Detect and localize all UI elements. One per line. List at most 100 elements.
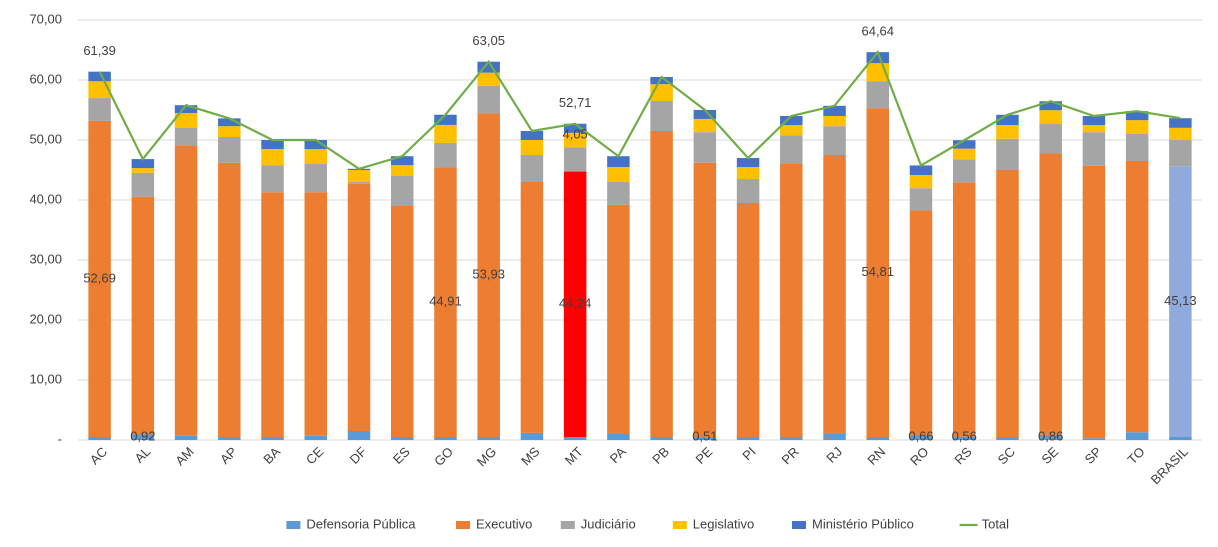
bar-segment: [780, 164, 803, 437]
x-tick-label: RJ: [823, 444, 845, 466]
bar-segment: [1125, 134, 1149, 161]
bar-segment: [866, 108, 890, 437]
bar-segment: [780, 116, 803, 125]
bar-segment: [174, 435, 198, 440]
bar-segment: [261, 165, 284, 193]
bar-segment: [736, 203, 760, 437]
bar-segment: [996, 114, 1019, 125]
data-label: 64,64: [861, 24, 894, 39]
data-label: 0,56: [952, 428, 977, 443]
legend-label: Judiciário: [581, 516, 636, 531]
x-tick-label: AC: [87, 444, 110, 467]
y-tick-label: 50,00: [29, 131, 62, 146]
bar-segment: [1082, 132, 1106, 166]
bar-segment: [563, 171, 587, 437]
bar-segment: [347, 431, 371, 440]
x-tick: MT: [562, 444, 586, 468]
x-tick-label: PR: [778, 444, 801, 467]
bar-segment: [88, 98, 111, 121]
bar-segment: [607, 434, 630, 440]
bar-segment: [1169, 437, 1192, 440]
bar-segment: [347, 182, 371, 184]
bar-segment: [1039, 434, 1062, 440]
legend-label: Ministério Público: [812, 516, 914, 531]
x-tick: PI: [739, 444, 758, 463]
x-tick: SE: [1038, 444, 1061, 467]
x-tick-label: GO: [431, 444, 456, 469]
legend-swatch: [672, 521, 687, 529]
bar-segment: [390, 206, 414, 437]
total-line: [98, 49, 1181, 170]
data-label: 61,39: [83, 43, 116, 58]
bar-segment: [693, 109, 717, 119]
bar-segment: [563, 123, 587, 133]
bar-segment: [1125, 111, 1149, 121]
x-tick-label: BA: [260, 444, 283, 467]
x-tick: PR: [778, 444, 801, 467]
bar-segment: [563, 437, 587, 440]
bar-segment: [131, 434, 155, 440]
bar-segment: [390, 176, 414, 206]
x-tick-label: TO: [1124, 444, 1147, 467]
y-tick-label: 20,00: [29, 311, 62, 326]
bar-segment: [1125, 161, 1149, 433]
x-tick: SC: [995, 444, 1018, 467]
bar-segment: [477, 85, 500, 114]
bar-segment: [952, 182, 976, 437]
bar-segment: [866, 437, 890, 440]
x-tick: MG: [474, 444, 499, 469]
bar-segment: [909, 165, 933, 176]
x-tick-label: PI: [739, 444, 758, 463]
x-tick-label: AM: [172, 444, 196, 468]
x-tick-label: PB: [649, 444, 672, 467]
data-label: 45,13: [1164, 293, 1197, 308]
x-tick: PA: [607, 444, 629, 466]
x-tick: RJ: [823, 444, 845, 466]
bar-segment: [131, 168, 155, 173]
x-tick: PE: [693, 444, 716, 467]
bar-segment: [477, 72, 500, 86]
bar-segment: [477, 61, 500, 73]
bar-segment: [780, 135, 803, 164]
bar-segment: [434, 167, 457, 438]
y-tick-label: 30,00: [29, 251, 62, 266]
data-label: 0,66: [908, 428, 933, 443]
x-tick-label: SP: [1082, 444, 1105, 467]
bar-segment: [909, 210, 933, 437]
bar-segment: [434, 437, 457, 440]
x-tick: CE: [303, 444, 327, 468]
bar-segment: [304, 149, 328, 164]
x-tick-label: BRASIL: [1148, 444, 1191, 487]
x-tick: AC: [87, 444, 110, 467]
legend-swatch: [792, 521, 806, 529]
bar-segment: [261, 149, 284, 166]
data-label: 52,69: [83, 270, 116, 285]
bar-segment: [520, 182, 544, 433]
bar-segment: [304, 164, 328, 193]
data-label: 44,24: [559, 296, 592, 311]
bar-segment: [131, 172, 155, 197]
y-tick-label: 70,00: [29, 11, 62, 26]
legend-label: Total: [982, 516, 1010, 531]
bar-segment: [347, 183, 371, 431]
bar-segment: [347, 170, 371, 182]
bar-segment: [390, 156, 414, 166]
data-label: 53,93: [472, 267, 505, 282]
bar-segment: [607, 182, 630, 205]
x-tick: TO: [1124, 444, 1147, 467]
bar-segment: [736, 158, 760, 167]
bar-segment: [693, 162, 717, 437]
bar-segment: [131, 159, 155, 169]
bar-segment: [563, 132, 587, 148]
bar-segment: [174, 105, 198, 113]
bar-segment: [866, 81, 890, 109]
bar-segment: [996, 170, 1019, 437]
y-tick-label: -: [58, 431, 62, 446]
x-tick: RN: [864, 444, 888, 468]
bar-segment: [520, 131, 544, 140]
x-tick-label: MG: [474, 444, 499, 469]
bar-segment: [174, 113, 198, 128]
legend-swatch: [286, 521, 301, 529]
x-tick: AM: [172, 444, 196, 468]
